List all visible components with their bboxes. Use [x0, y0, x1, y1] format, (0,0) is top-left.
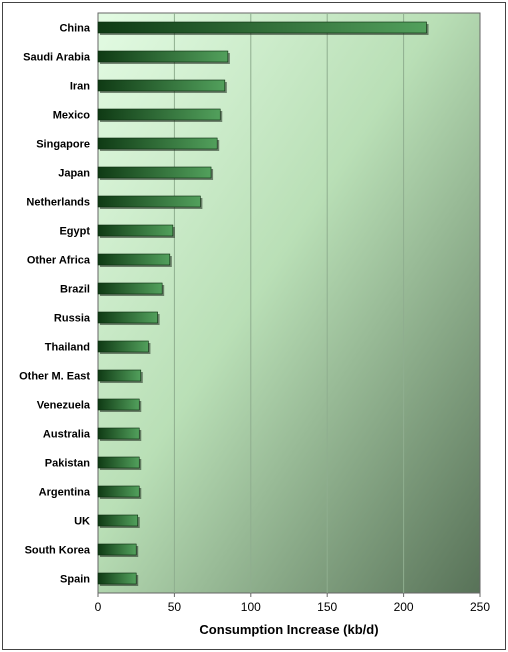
- bar: [97, 224, 174, 237]
- bar: [97, 427, 140, 440]
- x-tick-label: 100: [241, 600, 261, 614]
- x-tick-labels: 0 50 100 150 200 250: [95, 600, 491, 614]
- category-label: Russia: [54, 313, 91, 325]
- category-label: Brazil: [60, 284, 90, 296]
- bar: [97, 50, 229, 63]
- bar: [97, 282, 163, 295]
- plot-area: [97, 12, 481, 594]
- category-label: Netherlands: [26, 197, 90, 209]
- x-axis-title: Consumption Increase (kb/d): [199, 622, 378, 637]
- category-label: Venezuela: [37, 400, 91, 412]
- category-label: Australia: [43, 429, 91, 441]
- category-label: Japan: [58, 168, 90, 180]
- category-label: Argentina: [39, 487, 91, 499]
- category-label: Iran: [70, 81, 90, 93]
- bar: [97, 166, 212, 179]
- category-label: Other M. East: [19, 371, 90, 383]
- bar: [97, 485, 140, 498]
- bar: [97, 195, 201, 208]
- category-label: Other Africa: [27, 255, 91, 267]
- bar: [97, 108, 221, 121]
- bar: [97, 456, 140, 469]
- bar: [97, 137, 218, 150]
- category-labels: China Saudi Arabia Iran Mexico Singapore Japa…: [19, 23, 91, 586]
- bar: [97, 543, 137, 556]
- x-tick-label: 200: [394, 600, 414, 614]
- category-label: Saudi Arabia: [23, 52, 91, 64]
- category-label: Pakistan: [45, 458, 91, 470]
- category-label: China: [59, 23, 90, 35]
- category-label: Mexico: [53, 110, 91, 122]
- x-tick-label: 0: [95, 600, 102, 614]
- bar: [97, 369, 142, 382]
- bar: [97, 398, 140, 411]
- bar: [97, 340, 149, 353]
- category-label: Egypt: [59, 226, 90, 238]
- category-label: Thailand: [45, 342, 90, 354]
- category-label: Singapore: [36, 139, 90, 151]
- bar: [97, 253, 171, 266]
- x-tick-label: 50: [168, 600, 182, 614]
- category-label: South Korea: [25, 545, 91, 557]
- category-label: Spain: [60, 574, 90, 586]
- bars: [97, 21, 429, 586]
- bar: [97, 21, 427, 34]
- bar: [97, 311, 158, 324]
- bar: [97, 79, 226, 92]
- bar: [97, 572, 137, 585]
- x-tick-label: 250: [470, 600, 490, 614]
- category-label: UK: [74, 516, 90, 528]
- x-tick-label: 150: [317, 600, 337, 614]
- bar: [97, 514, 139, 527]
